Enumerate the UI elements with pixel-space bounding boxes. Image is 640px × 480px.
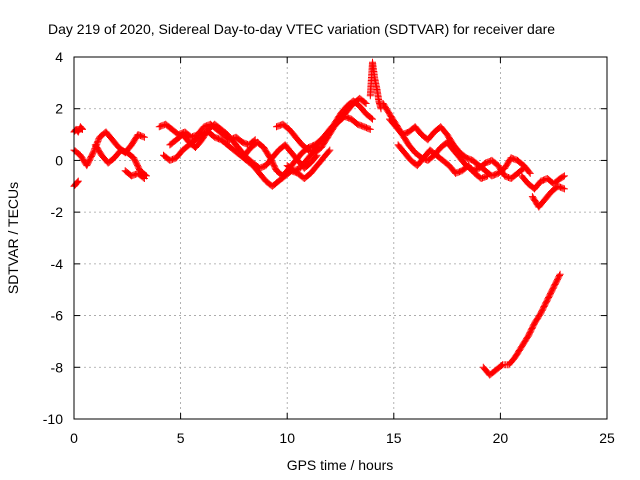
y-tick-label: -2 [51, 204, 64, 220]
y-tick-label: -8 [51, 359, 64, 375]
data-series-track-o [394, 141, 492, 182]
y-tick-label: 2 [55, 101, 63, 117]
data-point [366, 125, 374, 133]
y-tick-label: 0 [55, 152, 63, 168]
data-point [367, 114, 375, 122]
data-point [140, 175, 148, 182]
data-point [525, 168, 533, 176]
data-series-track-h [166, 120, 321, 172]
data-point [556, 270, 564, 278]
data-series-track-d [91, 141, 150, 180]
x-tick-label: 5 [177, 430, 185, 446]
data-point [74, 177, 82, 185]
data-point [139, 133, 147, 141]
data-point [560, 185, 568, 193]
axis-ticks: 0 5 10 15 20 25 -10 -8 -6 -4 -2 0 2 4 [43, 49, 615, 446]
y-tick-label: -10 [43, 411, 63, 427]
data-points [70, 58, 568, 379]
data-point [78, 125, 86, 132]
data-point [79, 125, 86, 133]
data-point [556, 272, 563, 279]
data-point [139, 174, 147, 182]
data-series-track-c [70, 177, 82, 190]
x-tick-label: 25 [599, 430, 615, 446]
data-point [559, 173, 567, 181]
data-point [369, 115, 376, 123]
data-point [361, 99, 369, 107]
data-series-track-b [70, 123, 86, 136]
x-tick-label: 15 [386, 430, 402, 446]
data-point [482, 173, 490, 180]
data-point [326, 146, 334, 154]
x-tick-label: 10 [279, 430, 295, 446]
x-tick-label: 0 [70, 430, 78, 446]
data-series-track-p [518, 172, 568, 193]
y-tick-label: -4 [51, 256, 64, 272]
data-point [362, 100, 370, 107]
x-tick-label: 20 [493, 430, 509, 446]
data-series-track-i [241, 97, 376, 180]
y-tick-label: -6 [51, 308, 64, 324]
data-series-track-l [366, 58, 385, 113]
x-axis-label: GPS time / hours [287, 457, 394, 473]
data-point [77, 124, 85, 132]
y-tick-label: 4 [55, 49, 63, 65]
data-point [74, 178, 82, 186]
data-point [140, 133, 148, 141]
data-point [325, 147, 333, 155]
data-series-track-k [283, 113, 374, 175]
data-series-track-q [528, 182, 568, 211]
plot-frame [73, 56, 608, 420]
data-point [484, 172, 492, 180]
data-series-track-e [121, 167, 148, 182]
data-point [560, 172, 568, 180]
chart-title: Day 219 of 2020, Sidereal Day-to-day VTE… [48, 21, 555, 37]
data-series-track-r [479, 270, 564, 379]
y-axis-label: SDTVAR / TECUs [5, 182, 21, 294]
data-point [526, 169, 534, 177]
